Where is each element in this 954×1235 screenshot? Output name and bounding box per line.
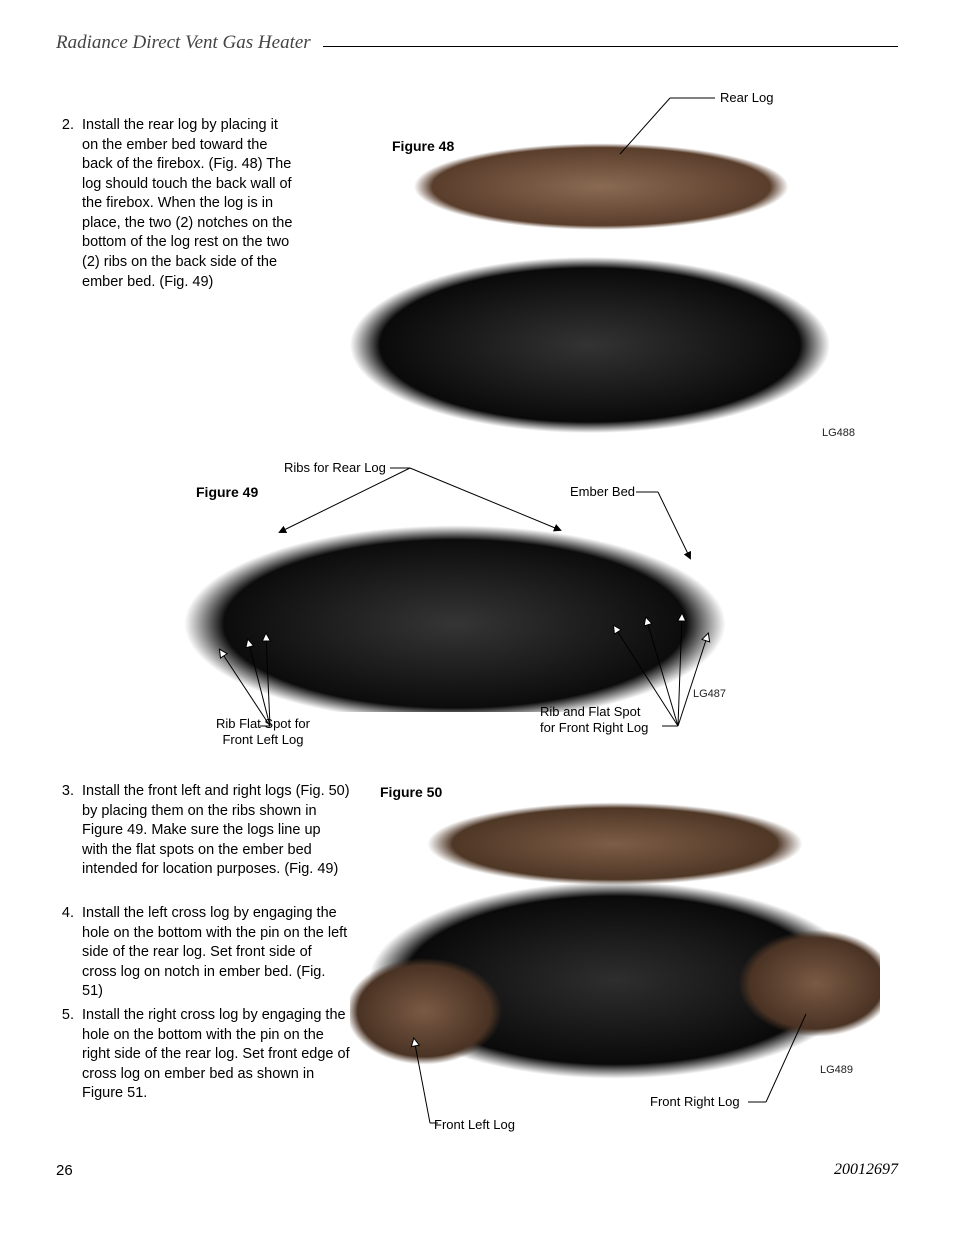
step-2: 2. Install the rear log by placing it on… (56, 116, 296, 292)
header-title: Radiance Direct Vent Gas Heater (56, 32, 323, 54)
header-rule (323, 46, 898, 47)
callout-front-left-log: Front Left Log (434, 1117, 515, 1133)
figure-50-code: LG489 (820, 1064, 853, 1076)
figure-49-label: Figure 49 (196, 484, 258, 500)
figure-48-label: Figure 48 (392, 138, 454, 154)
step-5-num: 5. (56, 1006, 82, 1104)
step-4-text: Install the left cross log by engaging t… (82, 904, 350, 1002)
figure-50-image (350, 788, 880, 1098)
step-5: 5. Install the right cross log by engagi… (56, 1006, 350, 1104)
figure-49-image (170, 502, 740, 712)
page-header: Radiance Direct Vent Gas Heater (56, 32, 898, 54)
figure-48-code: LG488 (822, 427, 855, 439)
page-number: 26 (56, 1162, 73, 1179)
figure-48-image (310, 114, 870, 444)
step-2-text: Install the rear log by placing it on th… (82, 116, 296, 292)
figure-50-label: Figure 50 (380, 784, 442, 800)
step-4-num: 4. (56, 904, 82, 1002)
step-2-num: 2. (56, 116, 82, 292)
step-3-num: 3. (56, 782, 82, 880)
doc-number: 20012697 (834, 1161, 898, 1179)
step-3-text: Install the front left and right logs (F… (82, 782, 350, 880)
callout-ribs-rear: Ribs for Rear Log (284, 460, 386, 476)
callout-front-right-log: Front Right Log (650, 1094, 740, 1110)
callout-rib-right: Rib and Flat Spot for Front Right Log (540, 704, 648, 735)
step-4: 4. Install the left cross log by engagin… (56, 904, 350, 1002)
figure-49-code: LG487 (693, 688, 726, 700)
step-3: 3. Install the front left and right logs… (56, 782, 350, 880)
callout-ember-bed: Ember Bed (570, 484, 635, 500)
step-5-text: Install the right cross log by engaging … (82, 1006, 350, 1104)
callout-rear-log: Rear Log (720, 90, 773, 106)
callout-rib-left: Rib Flat Spot for Front Left Log (216, 716, 310, 747)
